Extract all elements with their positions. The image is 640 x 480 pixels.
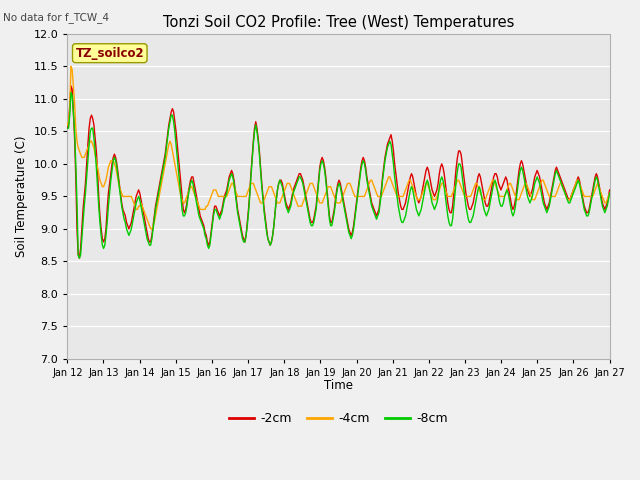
X-axis label: Time: Time [324, 379, 353, 392]
Legend: -2cm, -4cm, -8cm: -2cm, -4cm, -8cm [224, 408, 452, 431]
Title: Tonzi Soil CO2 Profile: Tree (West) Temperatures: Tonzi Soil CO2 Profile: Tree (West) Temp… [163, 15, 514, 30]
Text: No data for f_TCW_4: No data for f_TCW_4 [3, 12, 109, 23]
Y-axis label: Soil Temperature (C): Soil Temperature (C) [15, 136, 28, 257]
Text: TZ_soilco2: TZ_soilco2 [76, 47, 144, 60]
